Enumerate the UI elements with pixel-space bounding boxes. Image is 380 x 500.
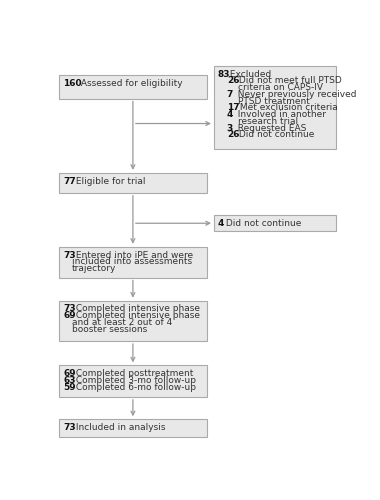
Text: 17: 17 xyxy=(227,104,239,112)
Text: 59: 59 xyxy=(63,382,76,392)
FancyBboxPatch shape xyxy=(59,246,207,278)
Text: and at least 2 out of 4: and at least 2 out of 4 xyxy=(72,318,173,327)
Text: 4: 4 xyxy=(218,219,224,228)
Text: 4: 4 xyxy=(227,110,233,119)
FancyBboxPatch shape xyxy=(59,419,207,436)
FancyBboxPatch shape xyxy=(59,300,207,341)
Text: Entered into iPE and were: Entered into iPE and were xyxy=(73,250,193,260)
Text: 83: 83 xyxy=(218,70,230,78)
Text: 26: 26 xyxy=(227,76,239,86)
FancyBboxPatch shape xyxy=(59,366,207,397)
Text: Assessed for eligibility: Assessed for eligibility xyxy=(78,79,182,88)
Text: 26: 26 xyxy=(227,130,239,140)
Text: 73: 73 xyxy=(63,250,76,260)
FancyBboxPatch shape xyxy=(214,66,336,148)
Text: Included in analysis: Included in analysis xyxy=(73,423,165,432)
Text: 63: 63 xyxy=(63,376,76,385)
Text: Completed intensive phase: Completed intensive phase xyxy=(73,311,200,320)
Text: Completed 6-mo follow-up: Completed 6-mo follow-up xyxy=(73,382,196,392)
Text: Never previously received: Never previously received xyxy=(232,90,356,99)
Text: 3: 3 xyxy=(227,124,233,132)
Text: 73: 73 xyxy=(63,423,76,432)
FancyBboxPatch shape xyxy=(59,173,207,193)
Text: Completed intensive phase: Completed intensive phase xyxy=(73,304,200,314)
Text: Did not continue: Did not continue xyxy=(236,130,315,140)
Text: 69: 69 xyxy=(63,311,76,320)
Text: Requested EAS: Requested EAS xyxy=(232,124,306,132)
Text: criteria on CAPS-IV: criteria on CAPS-IV xyxy=(238,83,323,92)
Text: research trial: research trial xyxy=(238,117,298,126)
Text: 7: 7 xyxy=(227,90,233,99)
Text: PTSD treatment: PTSD treatment xyxy=(238,96,310,106)
Text: 160: 160 xyxy=(63,79,82,88)
Text: Excluded: Excluded xyxy=(227,70,272,78)
Text: Eligible for trial: Eligible for trial xyxy=(73,176,146,186)
Text: Involved in another: Involved in another xyxy=(232,110,326,119)
Text: Did not continue: Did not continue xyxy=(223,219,301,228)
Text: 69: 69 xyxy=(63,369,76,378)
Text: booster sessions: booster sessions xyxy=(72,324,147,334)
Text: Met exclusion criteria: Met exclusion criteria xyxy=(237,104,337,112)
Text: trajectory: trajectory xyxy=(72,264,117,273)
Text: Completed posttreatment: Completed posttreatment xyxy=(73,369,193,378)
FancyBboxPatch shape xyxy=(214,215,336,232)
Text: 73: 73 xyxy=(63,304,76,314)
FancyBboxPatch shape xyxy=(59,76,207,98)
Text: Did not meet full PTSD: Did not meet full PTSD xyxy=(236,76,342,86)
Text: 77: 77 xyxy=(63,176,76,186)
Text: Completed 3-mo follow-up: Completed 3-mo follow-up xyxy=(73,376,196,385)
Text: included into assessments: included into assessments xyxy=(72,258,192,266)
